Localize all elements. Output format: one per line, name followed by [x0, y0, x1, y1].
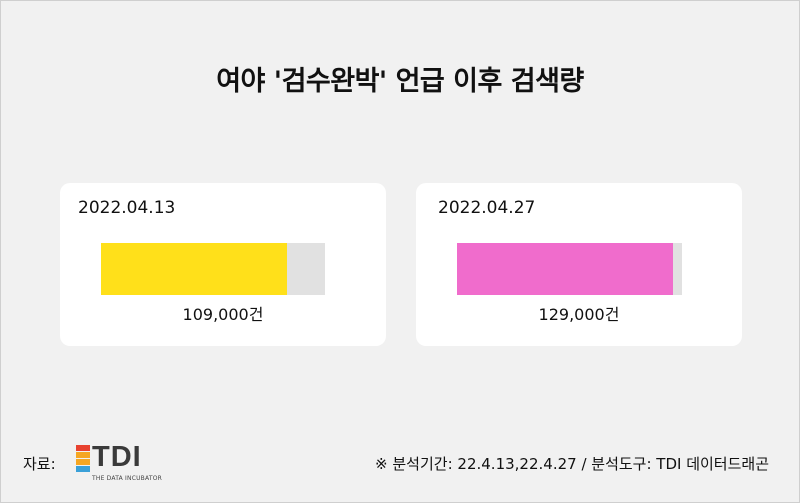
bar-card-1: 2022.04.13 109,000건: [60, 183, 386, 346]
chart-title: 여야 '검수완박' 언급 이후 검색량: [216, 66, 584, 97]
bar-date-label: 2022.04.27: [438, 198, 536, 218]
bar-date-label: 2022.04.13: [78, 198, 176, 218]
logo-text: TDI: [92, 441, 142, 473]
source-label: 자료:: [23, 455, 56, 473]
logo-stripes-icon: [76, 445, 90, 473]
bar-card-2: 2022.04.27 129,000건: [416, 183, 742, 346]
logo-stripe: [76, 452, 90, 458]
logo-stripe: [76, 466, 90, 472]
bar-track: [457, 243, 682, 295]
bar-track: [101, 243, 325, 295]
bar-fill: [457, 243, 673, 295]
logo-stripe: [76, 445, 90, 451]
bar-fill: [101, 243, 287, 295]
bar-value-label: 129,000건: [538, 305, 620, 324]
logo-stripe: [76, 459, 90, 465]
tdi-logo: TDI THE DATA INCUBATOR: [76, 441, 176, 485]
analysis-footnote: ※ 분석기간: 22.4.13,22.4.27 / 분석도구: TDI 데이터드…: [375, 455, 769, 473]
logo-subtitle: THE DATA INCUBATOR: [92, 475, 162, 482]
bar-value-label: 109,000건: [182, 305, 264, 324]
